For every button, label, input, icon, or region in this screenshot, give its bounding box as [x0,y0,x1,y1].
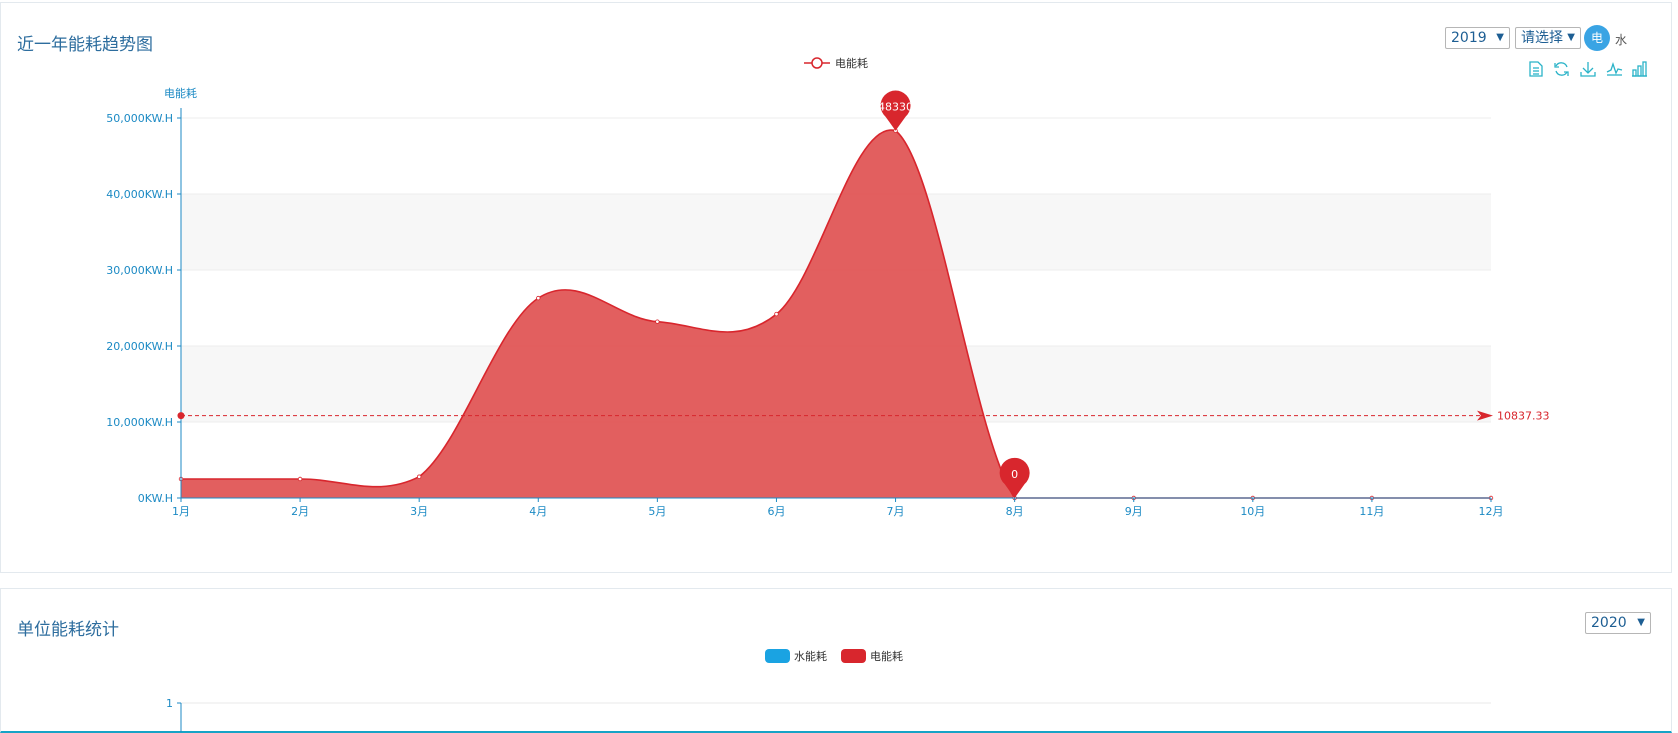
legend-label: 水能耗 [794,649,827,663]
x-tick-label: 7月 [887,505,905,518]
legend-swatch [765,649,790,663]
year-select[interactable]: 2019 ▼ [1445,27,1510,49]
x-tick-label: 3月 [410,505,428,518]
download-icon[interactable] [1580,62,1596,77]
water-button[interactable]: 水 [1615,33,1628,47]
mark-point-pin [880,90,911,131]
type-select-value: 请选择 [1521,30,1563,46]
x-tick-label: 5月 [648,505,666,518]
year-select-2-value: 2020 [1591,615,1627,631]
energy-trend-panel: 近一年能耗趋势图 2019 ▼ 请选择 ▼ 电 水 电能耗 [0,2,1672,573]
trend-panel-title: 近一年能耗趋势图 [17,35,153,55]
series-area [178,128,1494,501]
legend-swatch [841,649,866,663]
data-point [416,474,422,479]
data-point [655,319,660,324]
x-tick-label: 9月 [1125,505,1143,518]
x-tick-label: 10月 [1240,505,1265,518]
x-tick-label: 8月 [1006,505,1024,518]
series-area-fill [181,129,1491,499]
mark-point-label: 0 [1011,468,1018,481]
type-select[interactable]: 请选择 ▼ [1515,27,1581,49]
y-tick-label: 10,000KW.H [106,416,173,429]
y-tick-label: 1 [166,697,173,710]
x-tick-label: 2月 [291,505,309,518]
legend-item-water[interactable]: 水能耗 [765,649,827,663]
data-point [297,476,303,482]
mark-line-arrow [1477,410,1493,421]
data-point [536,295,541,301]
y-tick-label: 0KW.H [138,492,173,505]
unit-chart: 水能耗 电能耗 1 [166,649,1491,732]
mark-line-label: 10837.33 [1497,410,1550,423]
line-chart-icon[interactable] [1606,61,1623,76]
unit-panel-title: 单位能耗统计 [17,620,119,640]
x-tick-label: 11月 [1359,505,1384,518]
y-tick-label: 20,000KW.H [106,340,173,353]
year-select-2[interactable]: 2020 ▼ [1585,612,1651,634]
refresh-icon[interactable] [1554,62,1569,76]
year-select-value: 2019 [1451,30,1487,46]
y-tick-label: 50,000KW.H [106,112,173,125]
mark-points: 48330 0 [878,90,1030,498]
caret-down-icon: ▼ [1496,32,1504,43]
mark-point-pin [999,457,1030,498]
legend-label: 电能耗 [870,649,903,663]
legend-item-electric[interactable]: 电能耗 [841,649,903,663]
legend-symbol [811,57,823,69]
y-tick-label: 40,000KW.H [106,188,173,201]
unit-energy-panel: 单位能耗统计 2020 ▼ 水能耗 电能耗 1 [0,588,1672,733]
bar-chart-icon[interactable] [1632,61,1647,77]
trend-chart: 电能耗 电能耗 0KW.H10,00 [106,56,1647,518]
x-tick-label: 4月 [529,505,547,518]
legend-label: 电能耗 [835,56,868,70]
caret-down-icon: ▼ [1567,32,1575,43]
average-mark-line: 10837.33 [177,410,1550,423]
electric-button[interactable]: 电 [1584,25,1610,51]
x-tick-label: 1月 [172,505,190,518]
x-tick-label: 6月 [767,505,785,518]
legend-item-electric[interactable]: 电能耗 [804,56,868,70]
axes [180,108,1491,499]
y-axis-name: 电能耗 [164,86,197,100]
mark-point-label: 48330 [878,101,913,114]
data-point [774,311,779,317]
caret-down-icon: ▼ [1637,617,1645,628]
x-tick-label: 12月 [1479,505,1504,518]
y-tick-label: 30,000KW.H [106,264,173,277]
data-view-icon[interactable] [1529,61,1543,77]
tick-labels: 0KW.H 10,000KW.H 20,000KW.H 30,000KW.H 40,00… [106,112,1503,518]
